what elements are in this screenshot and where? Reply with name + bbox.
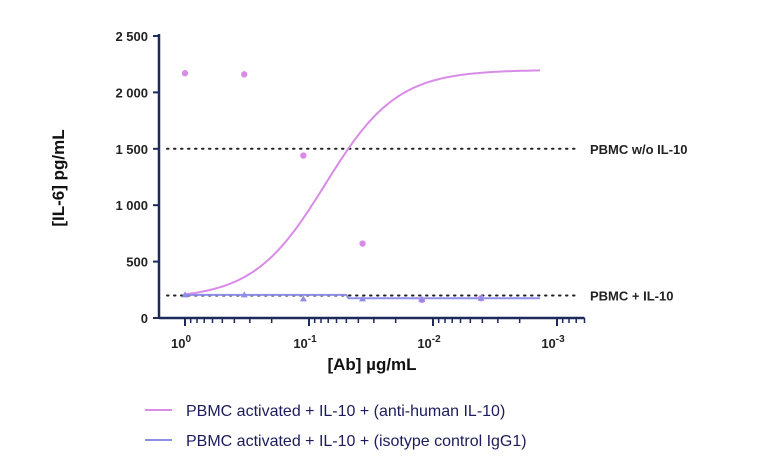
- reference-line-label: PBMC + IL-10: [590, 288, 673, 303]
- data-point: [300, 152, 307, 159]
- data-point: [359, 295, 367, 302]
- y-tick-label: 500: [126, 255, 148, 270]
- y-tick-label: 2 500: [115, 29, 148, 44]
- x-tick-label: 100: [171, 334, 191, 351]
- data-point: [181, 70, 189, 77]
- legend-label: PBMC activated + IL-10 + (anti-human IL-…: [186, 403, 505, 420]
- data-point: [477, 294, 485, 301]
- x-tick-label: 10-2: [417, 334, 441, 351]
- data-point: [418, 295, 426, 302]
- y-tick-label: 1 500: [115, 142, 148, 157]
- y-axis-label: [IL-6] pg/mL: [49, 129, 68, 226]
- legend-label: PBMC activated + IL-10 + (isotype contro…: [186, 433, 527, 450]
- x-tick-label: 10-1: [293, 334, 317, 351]
- series-curve: [184, 69, 540, 296]
- y-tick-label: 1 000: [115, 198, 148, 213]
- series-curve: [185, 293, 541, 300]
- data-point: [240, 291, 248, 298]
- x-axis-label: [Ab] µg/mL: [327, 355, 416, 374]
- data-point: [359, 240, 366, 247]
- data-point: [241, 71, 248, 78]
- reference-line-label: PBMC w/o IL-10: [590, 142, 688, 157]
- x-tick-label: 10-3: [541, 334, 565, 351]
- data-point: [299, 295, 307, 302]
- y-tick-label: 2 000: [115, 85, 148, 100]
- data-point: [181, 291, 189, 298]
- y-tick-label: 0: [141, 311, 148, 326]
